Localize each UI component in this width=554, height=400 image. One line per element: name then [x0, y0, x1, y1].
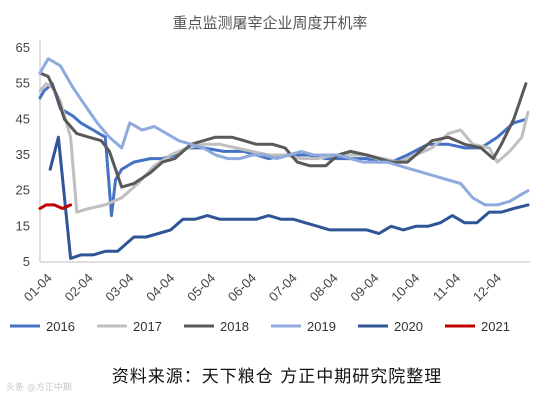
x-tick-label: 12-04	[470, 270, 504, 304]
watermark: 头条 @方正中期	[6, 383, 72, 393]
source-note: 资料来源：天下粮仓 方正中期研究院整理	[111, 367, 443, 387]
legend-label-2018: 2018	[220, 319, 249, 334]
series-line-2019	[38, 57, 530, 207]
y-tick-label: 35	[16, 147, 30, 162]
legend-label-2019: 2019	[307, 319, 336, 334]
x-tick-label: 05-04	[184, 270, 218, 304]
x-tick-label: 09-04	[347, 270, 381, 304]
y-tick-label: 25	[16, 183, 30, 198]
x-tick-label: 02-04	[62, 270, 96, 304]
x-tick-label: 10-04	[388, 270, 422, 304]
x-tick-label: 07-04	[266, 270, 300, 304]
x-tick-label: 06-04	[225, 270, 259, 304]
legend-label-2021: 2021	[481, 319, 510, 334]
x-tick-label: 11-04	[430, 270, 463, 303]
series-layer	[38, 57, 530, 260]
series-line-2018	[38, 71, 528, 189]
y-tick-label: 55	[16, 76, 30, 91]
series-line-2021	[38, 203, 73, 210]
legend-label-2020: 2020	[394, 319, 423, 334]
y-tick-label: 45	[16, 111, 30, 126]
y-tick-label: 65	[16, 40, 30, 55]
y-tick-label: 15	[16, 218, 30, 233]
x-tick-label: 08-04	[307, 270, 341, 304]
legend: 2016 2017 2018 2019 2020 2021	[10, 319, 510, 334]
y-tick-label: 5	[23, 254, 30, 269]
y-tick-labels: 5 15 25 35 45 55 65	[16, 40, 30, 269]
x-tick-labels: 01-04 02-04 03-04 04-04 05-04 06-04 07-04 08-04…	[21, 270, 504, 304]
chart-title: 重点监测屠宰企业周度开机率	[172, 14, 367, 32]
series-line-2017	[38, 82, 530, 214]
legend-label-2017: 2017	[133, 319, 162, 334]
series-line-2016	[38, 82, 528, 218]
series-line-2020	[48, 135, 530, 260]
x-tick-label: 04-04	[143, 270, 177, 304]
x-tick-label: 01-04	[21, 270, 55, 304]
x-tick-label: 03-04	[102, 270, 136, 304]
legend-label-2016: 2016	[46, 319, 75, 334]
